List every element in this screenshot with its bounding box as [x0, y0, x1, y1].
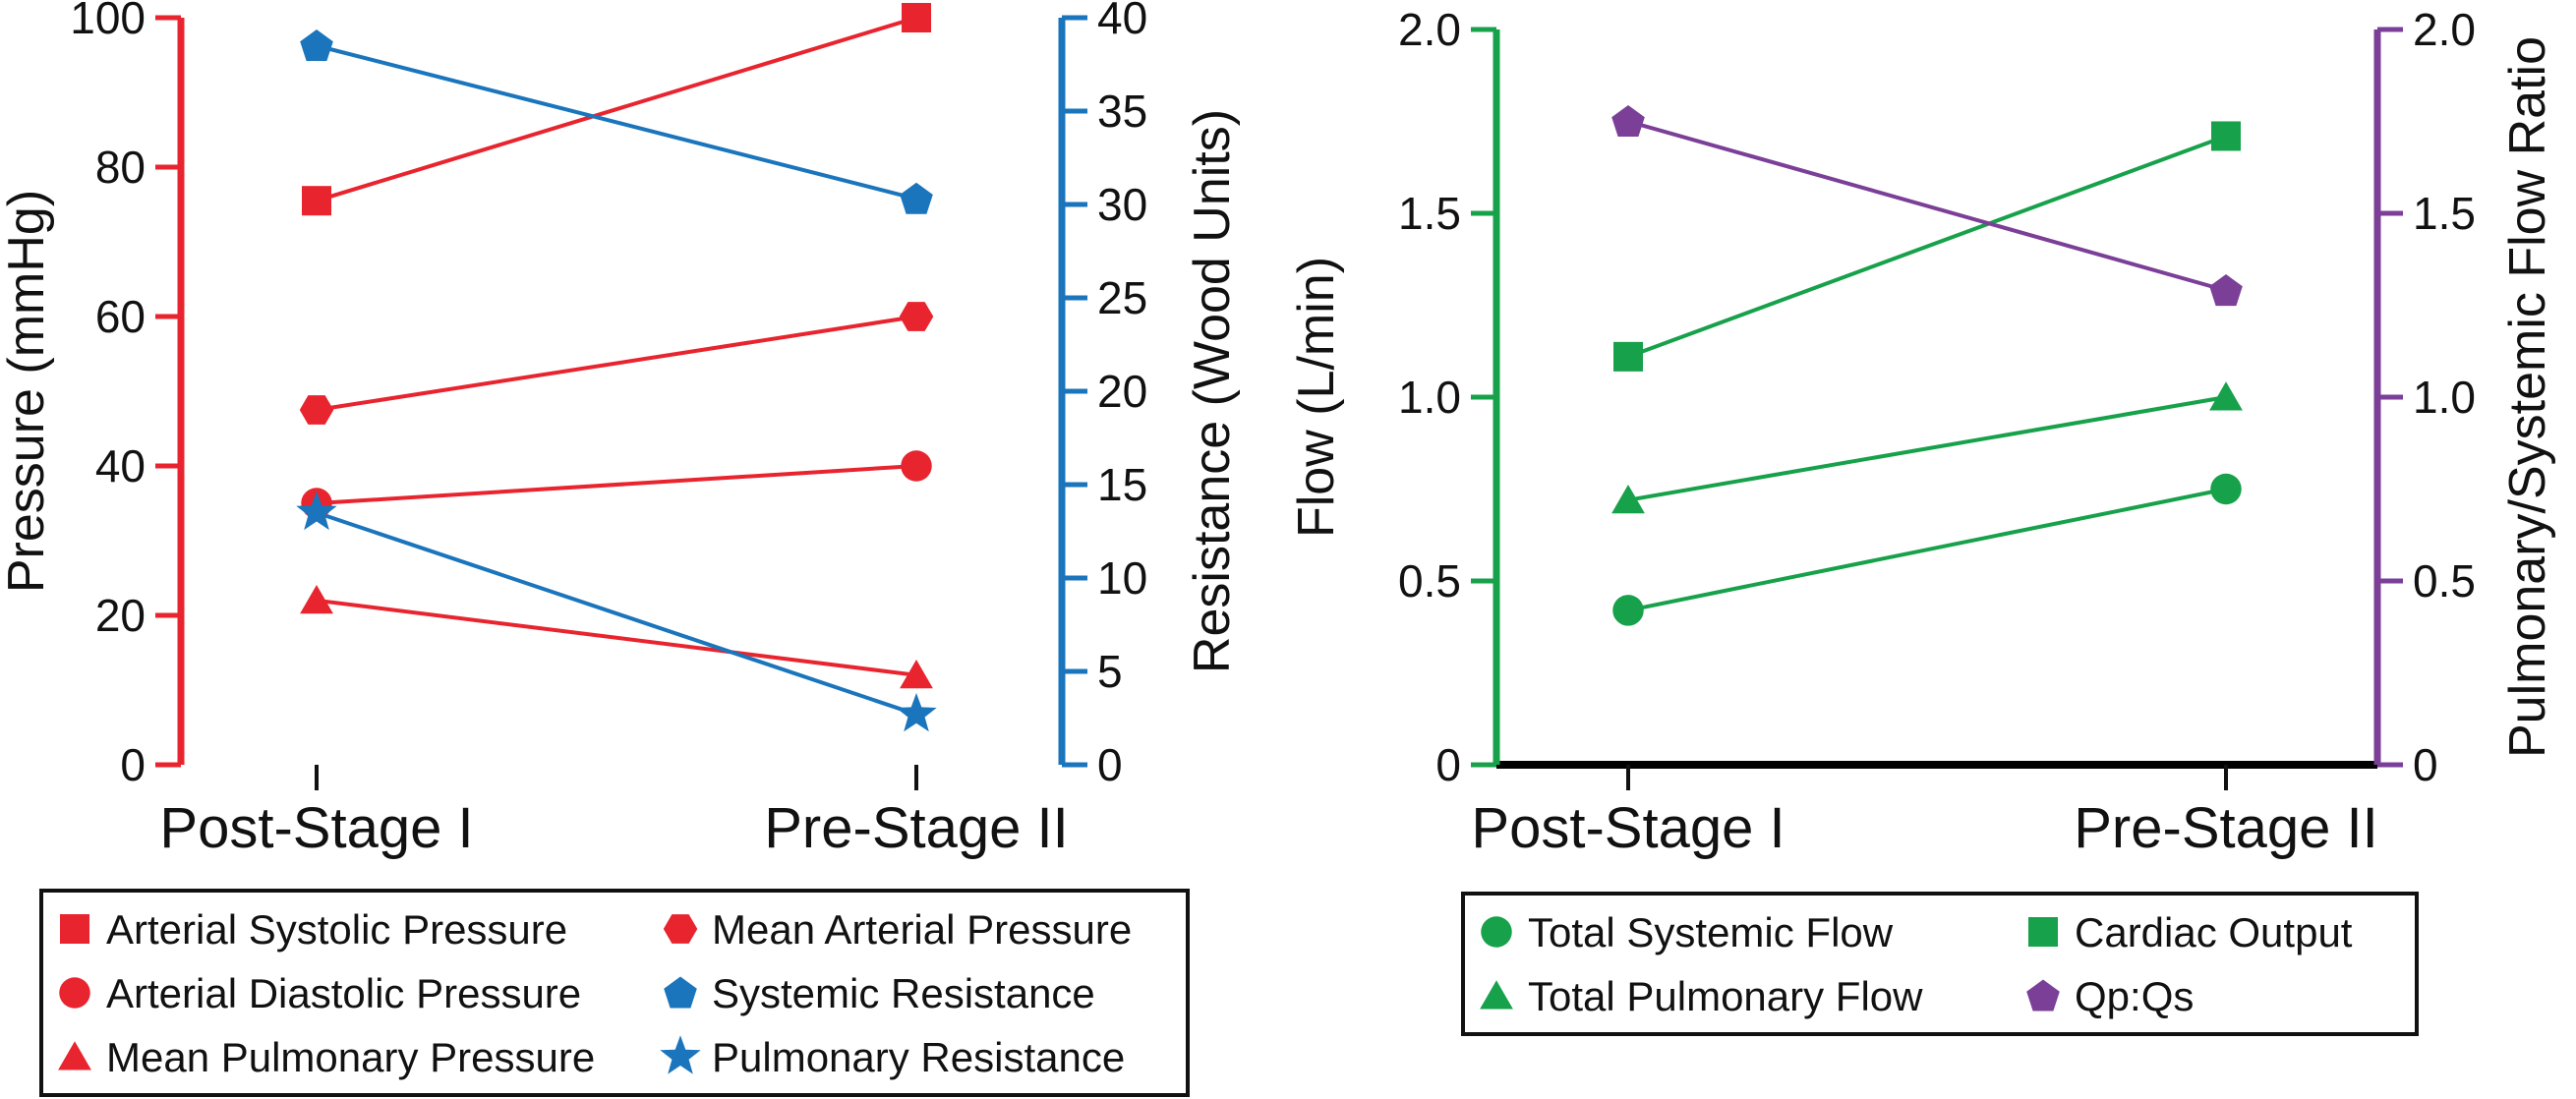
- left-y-axis-title: Pressure (mmHg): [0, 190, 55, 593]
- data-point-pulmonary-resistance-2: [896, 693, 937, 732]
- series-line-arterial-diastolic-pressure: [316, 464, 917, 505]
- legend-label-systemic-resistance: Systemic Resistance: [712, 970, 1095, 1016]
- data-point-total-pulmonary-flow-2: [2209, 381, 2243, 411]
- data-point-mean-arterial-pressure-1: [299, 395, 334, 425]
- right-y-tick-label: 15: [1097, 459, 1147, 510]
- right-y-tick-label: 2.0: [2413, 4, 2476, 55]
- series-line-arterial-systolic-pressure: [316, 16, 917, 203]
- left-y-tick-label: 20: [95, 590, 146, 641]
- series-line-qp-qs: [1627, 119, 2227, 293]
- data-point-pulmonary-resistance-1: [296, 491, 337, 531]
- legend-marker-mean-pulmonary-pressure: [58, 1041, 91, 1070]
- legend-marker-qp-qs: [2026, 979, 2060, 1012]
- legend-marker-mean-arterial-pressure: [663, 914, 698, 944]
- right-y-axis-title: Pulmonary/Systemic Flow Ratio: [2499, 36, 2556, 758]
- legend-label-mean-arterial-pressure: Mean Arterial Pressure: [712, 906, 1132, 953]
- data-point-mean-pulmonary-pressure-1: [300, 585, 333, 614]
- legend-box: [1461, 892, 2419, 1036]
- legend: Total Systemic Flow Cardiac Output Total P…: [1461, 892, 2419, 1036]
- legend-marker-arterial-diastolic-pressure: [59, 977, 90, 1009]
- right-y-tick-label: 0: [2413, 739, 2438, 790]
- right-y-axis-title: Resistance (Wood Units): [1184, 109, 1241, 673]
- right-y-tick-label: 10: [1097, 552, 1147, 604]
- left-y-axis-title: Flow (L/min): [1288, 257, 1345, 538]
- legend-label-pulmonary-resistance: Pulmonary Resistance: [712, 1034, 1125, 1080]
- legend: Arterial Systolic Pressure Mean Arterial …: [39, 889, 1190, 1097]
- legend-marker-systemic-resistance: [664, 976, 697, 1009]
- left-y-tick-label: 80: [95, 142, 146, 193]
- chart-flow: Post-Stage I Pre-Stage II 0 0.5 1.0 1.5 2.0 Flo…: [1288, 4, 2556, 1036]
- series-line-systemic-resistance: [316, 43, 917, 202]
- data-point-cardiac-output-1: [1613, 341, 1643, 372]
- legend-label-arterial-diastolic-pressure: Arterial Diastolic Pressure: [106, 970, 581, 1016]
- x-tick-label-pre-stage-ii: Pre-Stage II: [2074, 796, 2377, 860]
- left-y-tick-label: 2.0: [1398, 4, 1461, 55]
- left-y-tick-label: 0.5: [1398, 555, 1461, 607]
- series-line-total-systemic-flow: [1627, 487, 2227, 612]
- data-point-systemic-resistance-2: [900, 182, 933, 214]
- series-line-cardiac-output: [1627, 134, 2227, 359]
- right-y-tick-label: 20: [1097, 366, 1147, 417]
- left-y-tick-label: 40: [95, 440, 146, 492]
- data-point-total-systemic-flow-1: [1612, 595, 1644, 626]
- series-line-mean-arterial-pressure: [316, 315, 917, 412]
- legend-marker-pulmonary-resistance: [660, 1035, 701, 1074]
- data-point-arterial-systolic-pressure-2: [902, 3, 931, 32]
- legend-label-qp-qs: Qp:Qs: [2075, 973, 2194, 1019]
- legend-label-cardiac-output: Cardiac Output: [2075, 909, 2353, 955]
- legend-box: [39, 889, 1190, 1097]
- left-y-tick-label: 60: [95, 291, 146, 342]
- right-y-tick-label: 1.0: [2413, 372, 2476, 423]
- left-y-tick-label: 1.5: [1398, 188, 1461, 239]
- series-line-total-pulmonary-flow: [1627, 395, 2227, 502]
- data-point-arterial-systolic-pressure-1: [302, 186, 331, 216]
- data-point-mean-arterial-pressure-2: [899, 302, 934, 331]
- right-y-tick-label: 0: [1097, 739, 1123, 790]
- series-line-pulmonary-resistance: [316, 510, 917, 717]
- right-y-tick-label: 35: [1097, 86, 1147, 137]
- left-y-tick-label: 0: [120, 739, 146, 790]
- x-tick-label-post-stage-i: Post-Stage I: [159, 796, 473, 860]
- right-y-tick-label: 0.5: [2413, 555, 2476, 607]
- legend-marker-arterial-systolic-pressure: [60, 914, 89, 944]
- right-y-tick-label: 5: [1097, 646, 1123, 697]
- left-y-tick-label: 1.0: [1398, 372, 1461, 423]
- data-point-total-systemic-flow-2: [2210, 473, 2242, 505]
- left-y-tick-label: 0: [1435, 739, 1461, 790]
- legend-label-total-systemic-flow: Total Systemic Flow: [1528, 909, 1894, 955]
- legend-marker-total-systemic-flow: [1481, 916, 1512, 948]
- data-point-systemic-resistance-1: [300, 29, 333, 61]
- series-line-mean-pulmonary-pressure: [316, 598, 917, 677]
- legend-label-mean-pulmonary-pressure: Mean Pulmonary Pressure: [106, 1034, 595, 1080]
- right-y-tick-label: 30: [1097, 179, 1147, 230]
- legend-label-total-pulmonary-flow: Total Pulmonary Flow: [1528, 973, 1923, 1019]
- legend-marker-total-pulmonary-flow: [1480, 980, 1513, 1010]
- left-y-tick-label: 100: [70, 0, 146, 43]
- data-point-qp-qs-2: [2209, 274, 2243, 307]
- x-tick-label-post-stage-i: Post-Stage I: [1471, 796, 1785, 860]
- legend-label-arterial-systolic-pressure: Arterial Systolic Pressure: [106, 906, 567, 953]
- data-point-mean-pulmonary-pressure-2: [900, 660, 933, 689]
- legend-marker-cardiac-output: [2028, 917, 2058, 947]
- right-y-tick-label: 1.5: [2413, 188, 2476, 239]
- x-tick-label-pre-stage-ii: Pre-Stage II: [764, 796, 1068, 860]
- right-y-tick-label: 40: [1097, 0, 1147, 43]
- data-point-cardiac-output-2: [2211, 121, 2241, 151]
- data-point-qp-qs-1: [1611, 105, 1645, 137]
- chart-pressure-resistance: Post-Stage I Pre-Stage II020406080100Pres…: [0, 0, 1241, 1097]
- data-point-arterial-diastolic-pressure-2: [901, 450, 932, 482]
- data-point-total-pulmonary-flow-1: [1611, 485, 1645, 514]
- right-y-tick-label: 25: [1097, 272, 1147, 323]
